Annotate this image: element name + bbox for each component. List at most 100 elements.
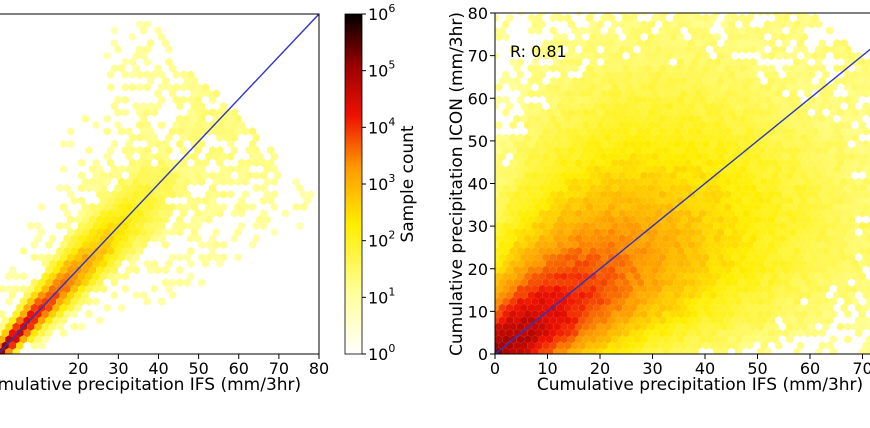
hexbin-cell [110,39,118,48]
hexbin-cell [618,95,626,105]
hexbin-cell [778,158,786,168]
hexbin-cell [833,215,841,224]
hexbin-cell [731,127,739,136]
hexbin-cell [578,291,586,300]
hexbin-cell [724,13,732,23]
hexbin-cell [855,152,863,161]
hexbin-cell [826,228,834,237]
hexbin-cell [815,45,823,54]
hexbin-cell [753,152,761,161]
hexbin-cell [789,64,797,73]
x-tick-label: 60 [229,359,249,378]
hexbin-cell [607,265,615,275]
hexbin-cell [549,165,557,174]
hexbin-cell [815,95,823,105]
hexbin-cell [673,177,681,186]
hexbin-cell [589,120,597,130]
hexbin-cell [516,246,525,256]
hexbin-cell [662,347,670,354]
colorbar-scale [344,13,363,355]
hexbin-cell [604,284,612,294]
hexbin-cell [629,39,637,48]
hexbin-cell [611,297,619,306]
hexbin-cell [647,183,655,193]
hexbin-cell [727,297,736,306]
hexbin-cell [796,265,805,275]
hexbin-cell [179,83,188,92]
hexbin-cell [687,228,696,237]
hexbin-cell [651,202,659,212]
hexbin-cell [756,309,765,319]
hexbin-cell [618,297,626,306]
hexbin-cell [128,171,137,180]
hexbin-cell [866,183,870,193]
hexbin-cell [567,259,575,268]
hexbin-cell [771,171,779,180]
hexbin-cell [789,328,797,338]
hexbin-cell [746,291,754,300]
hexbin-cell [818,114,826,123]
hexbin-cell [829,297,837,306]
hexbin-cell [840,165,848,174]
hexbin-cell [143,45,151,54]
hexbin-cell [618,83,626,92]
hexbin-cell [158,297,166,306]
hexbin-cell [658,328,666,338]
hexbin-cell [509,45,517,54]
hexbin-cell [527,278,535,287]
hexbin-cell [19,335,28,344]
hexbin-cell [81,240,89,249]
hexbin-cell [680,51,688,60]
hexbin-cell [578,26,586,35]
hexbin-cell [209,171,217,180]
hexbin-cell [161,177,169,186]
hexbin-cell [815,297,823,306]
hexbin-cell [209,246,217,256]
hexbin-cell [625,335,634,344]
hexbin-cell [209,108,217,117]
hexbin-cell [782,240,790,249]
hexbin-cell [796,127,805,136]
hexbin-cell [673,316,681,325]
hexbin-cell [618,322,626,331]
hexbin-cell [666,39,674,48]
hexbin-cell [756,221,765,231]
hexbin-cell [121,209,129,218]
hexbin-cell [545,95,554,105]
hexbin-cell [234,253,242,262]
hexbin-cell [647,272,655,281]
hexbin-cell [655,70,663,79]
left-panel: 20 30 40 50 60 70 80 Cumulative precipitation … [0,13,329,395]
hexbin-cell [67,139,75,149]
hexbin-cell [793,133,801,142]
hexbin-cell [698,221,706,231]
hexbin-cell [746,341,754,350]
hexbin-cell [161,152,169,161]
hexbin-cell [52,265,60,275]
hexbin-cell [596,20,605,29]
hexbin-cell [542,39,550,48]
hexbin-cell [702,152,710,161]
hexbin-cell [644,165,652,174]
hexbin-cell [607,51,615,60]
hexbin-cell [92,234,100,243]
hexbin-cell [651,127,659,136]
hexbin-cell [720,95,728,105]
hexbin-cell [618,335,626,344]
hexbin-cell [107,196,115,205]
hexbin-cell [775,265,783,275]
hexbin-cell [589,259,597,268]
hexbin-cell [230,120,239,130]
hexbin-cell [615,278,623,287]
hexbin-cell [724,76,732,86]
hexbin-cell [114,196,122,205]
hexbin-cell [844,297,852,306]
hexbin-cell [560,322,568,331]
hexbin-cell [640,284,648,294]
hexbin-cell [738,291,746,300]
hexbin-cell [132,253,140,262]
hexbin-cell [636,64,645,73]
hexbin-cell [713,171,721,180]
hexbin-cell [836,246,845,256]
hexbin-cell [786,284,794,294]
